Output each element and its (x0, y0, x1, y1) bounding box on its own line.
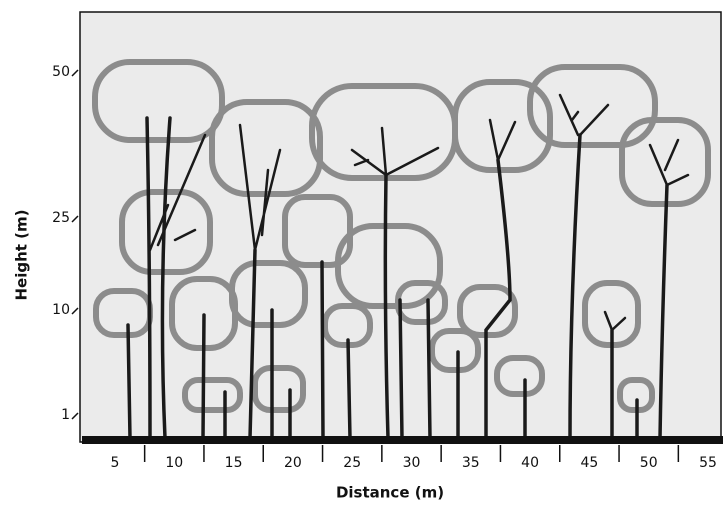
x-tick-label: 50 (640, 455, 658, 471)
trunk (658, 183, 669, 440)
x-tick-label: 10 (165, 455, 183, 471)
y-tick (71, 69, 79, 77)
canopy (229, 260, 308, 328)
y-tick (71, 215, 79, 223)
trunk (426, 298, 432, 440)
ground (82, 436, 723, 444)
y-tick (71, 412, 79, 420)
x-tick-label: 25 (343, 455, 361, 471)
canopy (395, 280, 448, 325)
canopy (182, 377, 243, 413)
branches (488, 118, 517, 162)
x-axis-title: Distance (m) (336, 484, 444, 502)
y-tick-label: 50 (52, 64, 70, 80)
trunk (484, 158, 512, 440)
x-tick-label: 55 (699, 455, 717, 471)
y-tick-label: 1 (61, 407, 70, 423)
canopy (92, 59, 225, 143)
trunk (383, 173, 390, 440)
canopy (452, 79, 553, 173)
x-tick-label: 15 (225, 455, 243, 471)
trunk (346, 338, 352, 440)
branches (350, 126, 440, 177)
branches (648, 138, 690, 187)
trunk (160, 116, 172, 440)
x-tick-label: 5 (111, 455, 120, 471)
y-tick-label: 25 (52, 210, 70, 226)
trunks (126, 93, 690, 440)
trunk (398, 298, 404, 440)
trunk (126, 323, 132, 440)
trunk (568, 133, 582, 440)
canopy (494, 355, 545, 397)
branches (558, 93, 610, 137)
x-tick-label: 45 (580, 455, 598, 471)
x-tick-label: 40 (521, 455, 539, 471)
trunk (248, 248, 257, 440)
canopy (252, 365, 306, 413)
y-axis: 50 25 10 1 (52, 64, 79, 423)
canopy (335, 223, 443, 309)
branches (603, 310, 627, 332)
y-axis-title: Height (m) (13, 209, 31, 300)
branches (148, 133, 207, 252)
x-tick-label: 35 (462, 455, 480, 471)
branches (238, 123, 282, 252)
x-tick-label: 30 (403, 455, 421, 471)
x-axis: 5 10 15 20 25 30 35 40 45 50 55 (111, 445, 717, 471)
canopy (429, 328, 481, 373)
trunk (320, 260, 325, 440)
x-tick-label: 20 (284, 455, 302, 471)
trunk (145, 116, 152, 440)
y-tick (71, 307, 79, 315)
trunk (201, 313, 206, 440)
y-tick-label: 10 (52, 302, 70, 318)
canopy (527, 64, 658, 148)
